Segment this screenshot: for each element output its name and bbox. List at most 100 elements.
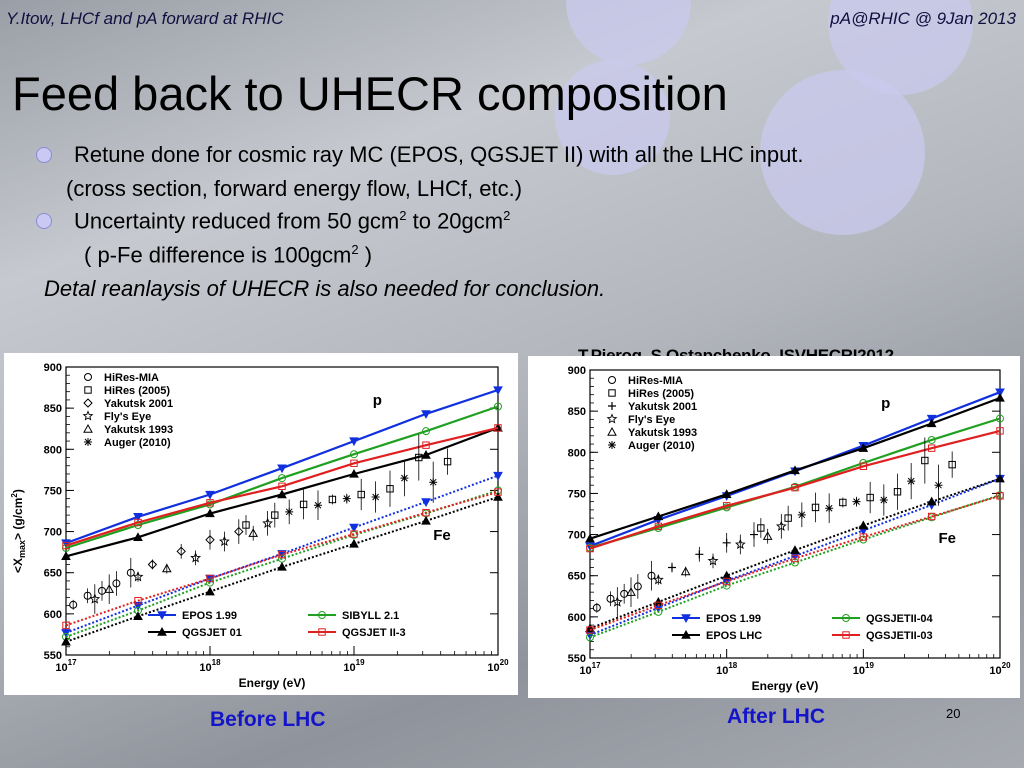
page-number: 20 — [946, 706, 961, 721]
x-tick-label: 1017 — [579, 661, 601, 677]
series-point — [421, 410, 431, 419]
series-point — [586, 626, 594, 634]
series-point — [996, 427, 1004, 435]
series-point — [277, 464, 287, 474]
measurement-point — [147, 559, 158, 570]
measurement-point — [357, 490, 365, 499]
bullet-2-cont-post: ) — [358, 242, 373, 268]
model-legend-label: EPOS 1.99 — [706, 613, 761, 625]
model-legend-marker — [842, 631, 850, 639]
measurement-point — [126, 568, 135, 577]
series-qgsjet-ii-3-p — [62, 424, 502, 550]
series-point — [422, 508, 430, 517]
y-tick-label: 600 — [568, 612, 586, 624]
series-point — [586, 633, 594, 642]
series-point — [61, 636, 71, 646]
series-line — [65, 405, 499, 550]
x-tick-exponent: 17 — [592, 661, 601, 670]
series-point — [859, 462, 868, 470]
series-point — [494, 402, 502, 411]
data-legend-label: Yakutsk 2001 — [104, 398, 173, 410]
y-axis-label-part: > (g/cm — [11, 498, 25, 540]
series-point — [277, 561, 287, 571]
series-point — [791, 554, 799, 563]
series-qgsjetii-03-p — [586, 427, 1004, 553]
series-point — [494, 424, 502, 432]
x-axis-label: Energy (eV) — [752, 679, 819, 693]
measurement-point — [205, 535, 215, 545]
data-legend-marker — [82, 410, 94, 421]
y-axis-label-part: ) — [11, 489, 25, 493]
series-point — [858, 520, 869, 530]
model-legend-label: EPOS LHC — [706, 630, 762, 642]
measurement-point — [285, 507, 294, 516]
y-tick-label: 850 — [44, 403, 62, 415]
y-tick-label: 550 — [568, 653, 586, 665]
measurement-point — [776, 520, 787, 531]
series-point — [995, 388, 1005, 398]
chart-panel-before: 550 600 650 700 750 800 850 900 1017 1018 1019 1020… — [4, 353, 518, 695]
series-point — [790, 465, 800, 475]
x-tick-exponent: 18 — [212, 658, 221, 667]
data-legend-marker — [606, 413, 618, 424]
measurement-point — [866, 493, 874, 502]
series-point — [927, 435, 936, 444]
measurement-point — [89, 593, 101, 604]
series-point — [277, 489, 287, 499]
bullet-dot-icon — [36, 213, 52, 229]
bullet-dot-icon — [36, 147, 52, 163]
series-point — [205, 586, 215, 596]
measurement-point — [722, 538, 731, 547]
measurement-point — [161, 563, 172, 573]
series-point — [61, 539, 71, 549]
header-venue: pA@RHIC @ 9Jan 2013 — [830, 9, 1016, 28]
background-circle — [555, 60, 670, 175]
measurement-point — [811, 503, 820, 512]
data-legend-label: Yakutsk 2001 — [628, 401, 697, 413]
y-tick-label: 900 — [568, 365, 586, 377]
series-qgsjetii-03-fe — [586, 492, 1004, 634]
y-tick-label: 700 — [44, 527, 62, 539]
x-tick-exponent: 17 — [68, 658, 77, 667]
data-legend-marker — [84, 373, 92, 381]
data-legend-marker — [607, 426, 617, 436]
label-proton: p — [881, 395, 890, 412]
series-point — [278, 482, 286, 491]
series-line — [65, 491, 499, 627]
y-axis-label-part: <X — [11, 558, 25, 573]
data-legend-label: Auger (2010) — [104, 437, 171, 449]
conclusion-text: Detal reanlaysis of UHECR is also needed… — [44, 276, 606, 301]
bullet-1-text: Retune done for cosmic ray MC (EPOS, QGS… — [74, 142, 804, 167]
series-point — [133, 611, 143, 621]
x-tick-label: 1019 — [343, 658, 365, 674]
label-proton: p — [373, 392, 382, 409]
data-legend-label: Fly's Eye — [104, 411, 151, 423]
series-point — [722, 502, 731, 510]
model-legend-label: QGSJETII-03 — [866, 630, 933, 642]
series-point — [278, 550, 286, 559]
x-tick-exponent: 20 — [500, 658, 509, 667]
measurement-point — [680, 566, 691, 576]
measurement-point — [371, 493, 380, 502]
model-legend-label: EPOS 1.99 — [182, 610, 237, 622]
measurement-point — [262, 517, 274, 528]
series-point — [62, 541, 70, 550]
x-tick-base: 10 — [579, 665, 591, 677]
x-axis-label: Energy (eV) — [239, 676, 306, 690]
y-tick-label: 900 — [44, 362, 62, 374]
measurement-point — [784, 514, 792, 522]
series-point — [996, 414, 1004, 423]
series-point — [721, 489, 732, 498]
measurement-point — [234, 526, 244, 537]
measurement-point — [797, 510, 806, 519]
data-legend-marker — [608, 376, 616, 384]
series-line — [589, 494, 1001, 639]
data-legend-marker — [83, 423, 93, 433]
background-circle — [566, 0, 691, 65]
bullet-2-text-pre: Uncertainty reduced from 50 gcm — [74, 208, 400, 234]
series-point — [206, 574, 214, 583]
x-tick-label: 1020 — [989, 661, 1011, 677]
x-tick-label: 1018 — [199, 658, 221, 674]
data-legend-marker — [608, 389, 616, 397]
